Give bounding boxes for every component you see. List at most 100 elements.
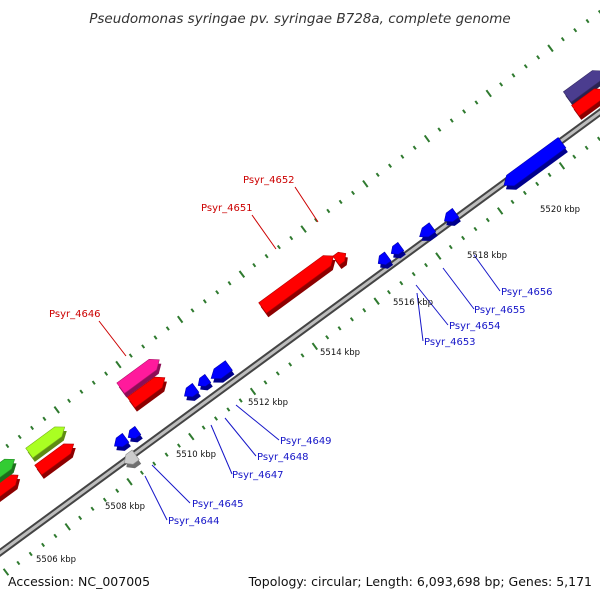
label-leader-lines <box>98 186 501 521</box>
outer-ring-tick <box>115 360 122 369</box>
tick-label-5514: 5514 kbp <box>320 348 360 358</box>
inner-ring-tick <box>485 217 490 223</box>
outer-ring-tick <box>412 145 417 150</box>
gene-psyr-4652[interactable] <box>332 251 347 266</box>
inner-ring-tick <box>275 371 280 376</box>
tick-label-5516: 5516 kbp <box>393 298 433 308</box>
gene-label-psyr-4645[interactable]: Psyr_4645 <box>192 499 244 510</box>
outer-ring-tick <box>276 244 281 250</box>
gene-purple[interactable] <box>562 70 600 103</box>
gene-psyr-4649-fwd[interactable] <box>126 376 166 409</box>
inner-ring-tick <box>522 190 527 196</box>
tick-label-5518: 5518 kbp <box>467 251 507 261</box>
accession-text: Accession: NC_007005 <box>8 574 150 589</box>
outer-ring-tick <box>165 326 170 331</box>
outer-ring-tick <box>449 118 454 123</box>
outer-ring-tick <box>215 290 220 295</box>
outer-ring-tick <box>560 37 565 42</box>
inner-ring-tick <box>263 380 268 385</box>
leader-psyr-4644 <box>144 475 168 521</box>
inner-ring-tick <box>558 162 566 170</box>
leader-psyr-4651 <box>251 214 277 250</box>
gene-psyr-4646[interactable] <box>116 358 160 394</box>
gene-psyr-4654[interactable] <box>390 241 405 255</box>
gene-psyr-4653[interactable] <box>377 251 392 266</box>
inner-ring-tick <box>337 326 342 331</box>
leader-psyr-4652 <box>294 186 319 223</box>
inner-ring-tick <box>90 506 95 511</box>
gene-psyr-4644[interactable] <box>114 432 130 448</box>
outer-ring-tick <box>474 100 479 105</box>
outer-ring-tick <box>573 27 578 33</box>
outer-ring-tick <box>338 199 343 205</box>
gene-psyr-4648[interactable] <box>197 373 212 387</box>
gene-psyr-4651[interactable] <box>258 255 334 314</box>
gene-label-psyr-4652[interactable]: Psyr_4652 <box>243 175 295 186</box>
gene-label-psyr-4644[interactable]: Psyr_4644 <box>168 516 220 527</box>
gene-label-psyr-4647[interactable]: Psyr_4647 <box>232 470 284 481</box>
outer-ring-tick <box>300 225 307 233</box>
tick-label-5520: 5520 kbp <box>540 205 580 215</box>
inner-ring-tick <box>53 533 58 539</box>
inner-ring-tick <box>448 244 453 250</box>
gene-label-psyr-4651[interactable]: Psyr_4651 <box>201 203 253 214</box>
leader-psyr-4648 <box>224 417 257 457</box>
outer-ring-tick <box>104 371 109 376</box>
inner-ring-tick <box>152 461 157 466</box>
outer-ring-tick <box>536 55 541 60</box>
outer-ring-tick <box>326 208 331 214</box>
map-title: Pseudomonas syringae pv. syringae B728a,… <box>89 11 511 27</box>
inner-ring-tick <box>115 488 120 493</box>
outer-ring-tick <box>462 109 467 114</box>
leader-psyr-4654 <box>415 284 449 326</box>
topology-text: Topology: circular; Length: 6,093,698 bp… <box>248 574 592 589</box>
gene-lime[interactable] <box>25 426 66 459</box>
outer-ring-tick <box>91 380 96 385</box>
inner-ring-tick <box>399 280 404 286</box>
gene-psyr-4645[interactable] <box>127 425 142 439</box>
gene-blue-large[interactable] <box>503 137 567 187</box>
gene-label-psyr-4649[interactable]: Psyr_4649 <box>280 436 332 447</box>
outer-ring-tick <box>313 217 318 223</box>
leader-psyr-4656 <box>473 254 501 292</box>
inner-ring-tick <box>126 477 133 486</box>
outer-ring-tick <box>547 44 554 53</box>
leader-psyr-4645 <box>151 464 191 504</box>
gene-psyr-4649[interactable] <box>210 360 233 379</box>
outer-ring-tick <box>5 443 10 449</box>
gene-label-psyr-4655[interactable]: Psyr_4655 <box>474 305 526 316</box>
outer-ring-tick <box>437 127 442 132</box>
gene-label-psyr-4656[interactable]: Psyr_4656 <box>501 287 553 298</box>
gene-red-5[interactable] <box>34 443 75 476</box>
outer-ring-tick <box>423 134 431 143</box>
gene-label-psyr-4648[interactable]: Psyr_4648 <box>257 452 309 463</box>
outer-ring-tick <box>202 299 207 304</box>
outer-ring-tick <box>53 406 60 414</box>
outer-ring-tick <box>17 434 22 440</box>
outer-ring-tick <box>128 353 133 358</box>
outer-ring-tick <box>387 163 393 168</box>
gene-label-psyr-4653[interactable]: Psyr_4653 <box>424 337 476 348</box>
gene-psyr-4647[interactable] <box>184 382 200 398</box>
inner-ring-tick <box>164 452 169 457</box>
inner-ring-tick <box>411 271 416 277</box>
inner-ring-tick <box>496 207 504 215</box>
inner-ring-tick <box>41 542 46 548</box>
gene-label-psyr-4646[interactable]: Psyr_4646 <box>49 309 101 320</box>
gene-green[interactable] <box>0 458 15 485</box>
gene-label-psyr-4654[interactable]: Psyr_4654 <box>449 321 501 332</box>
inner-ring-tick <box>572 154 577 159</box>
inner-ring-tick <box>102 497 107 502</box>
gene-gray[interactable] <box>124 449 140 465</box>
inner-dotted-ring <box>2 136 600 576</box>
gene-psyr-4655[interactable] <box>419 222 437 238</box>
outer-ring-tick <box>362 180 369 188</box>
outer-ring-tick <box>350 190 356 196</box>
gene-red-top[interactable] <box>571 88 600 117</box>
outer-ring-tick <box>67 398 72 403</box>
inner-ring-tick <box>78 515 83 521</box>
inner-ring-tick <box>2 568 10 576</box>
gene-psyr-4656[interactable] <box>444 207 460 223</box>
forward-gene-labels: Psyr_4646 Psyr_4651 Psyr_4652 <box>49 175 295 320</box>
